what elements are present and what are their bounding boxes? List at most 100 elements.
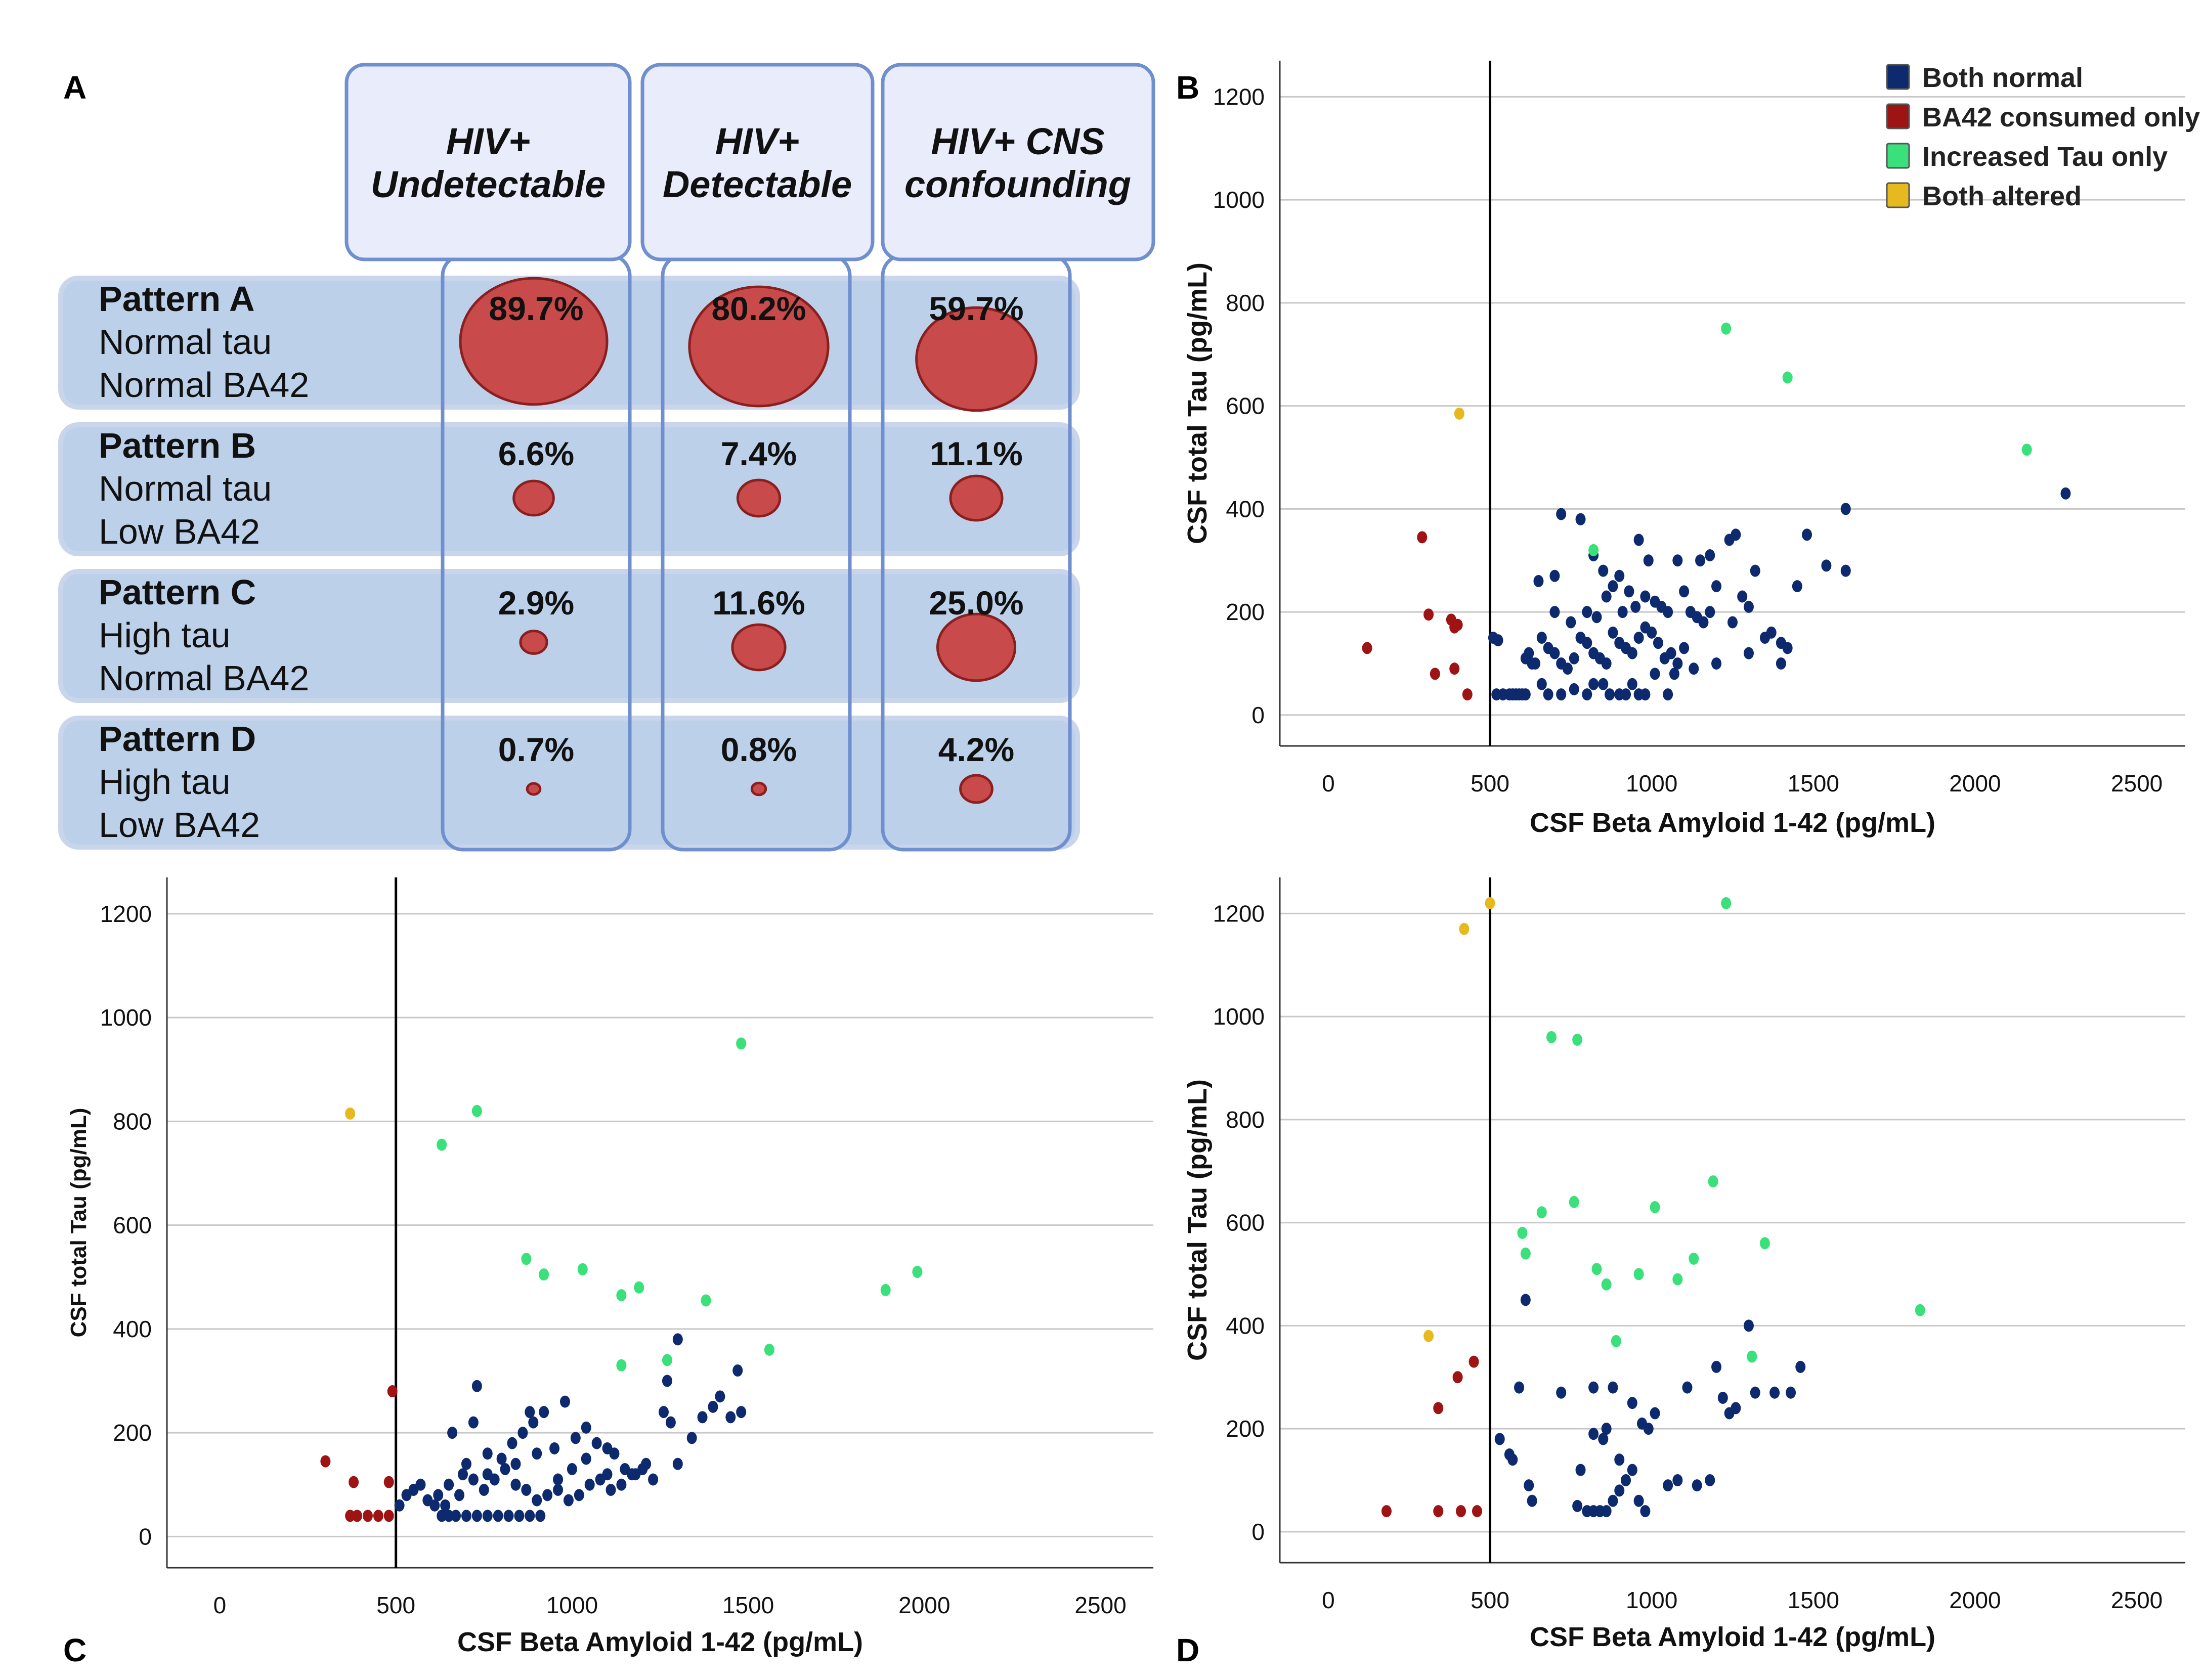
- data-point: [387, 1385, 398, 1398]
- data-point: [1786, 1386, 1796, 1399]
- data-point: [507, 1437, 517, 1449]
- percentage-bubble: [750, 781, 767, 797]
- data-point: [521, 1253, 532, 1265]
- x-tick-label: 0: [213, 1592, 227, 1618]
- data-point: [1630, 600, 1641, 613]
- data-point: [715, 1390, 725, 1403]
- data-point: [437, 1510, 447, 1522]
- data-point: [471, 1380, 482, 1392]
- legend-label: BA42 consumed only: [1922, 102, 2200, 132]
- data-point: [1759, 1237, 1770, 1250]
- data-point: [1717, 1391, 1728, 1404]
- data-point: [500, 1463, 510, 1475]
- percent-label: 11.1%: [930, 435, 1023, 472]
- percentage-bubble: [731, 623, 787, 672]
- data-point: [532, 1494, 542, 1507]
- data-point: [535, 1510, 546, 1522]
- legend-swatch-ba42-consumed: [1886, 103, 1910, 129]
- legend-label: Both normal: [1922, 63, 2083, 93]
- y-tick-label: 0: [1251, 702, 1265, 728]
- data-point: [1485, 897, 1495, 909]
- data-point: [1549, 647, 1560, 659]
- data-point: [1504, 1448, 1515, 1461]
- x-tick-label: 500: [376, 1592, 415, 1618]
- data-point: [1721, 897, 1732, 909]
- percentage-bubble: [512, 479, 555, 517]
- column-header-cns: [881, 63, 1155, 261]
- data-point: [1572, 1499, 1583, 1512]
- data-point: [1601, 590, 1612, 603]
- column-header-line1: HIV+: [446, 120, 531, 162]
- data-point: [1627, 678, 1637, 690]
- data-point: [634, 1281, 644, 1294]
- data-point: [1915, 1304, 1925, 1316]
- data-point: [1608, 626, 1618, 639]
- percent-label: 59.7%: [929, 290, 1023, 327]
- data-point: [1556, 508, 1567, 520]
- data-point: [577, 1263, 588, 1275]
- column-header-undetectable: [344, 63, 632, 261]
- y-tick-label: 1200: [1213, 83, 1265, 110]
- y-tick-label: 800: [1226, 290, 1265, 316]
- data-point: [606, 1484, 616, 1496]
- y-tick-label: 600: [113, 1212, 152, 1239]
- data-point: [1524, 647, 1534, 659]
- data-point: [1640, 1505, 1651, 1518]
- data-point: [662, 1354, 672, 1366]
- data-point: [1520, 1294, 1531, 1306]
- data-point: [736, 1406, 747, 1419]
- data-point: [1452, 1371, 1463, 1384]
- data-point: [1588, 1381, 1599, 1394]
- x-tick-label: 2500: [1074, 1592, 1126, 1618]
- data-point: [1782, 642, 1793, 654]
- data-point: [1520, 1247, 1531, 1260]
- percent-label: 6.6%: [498, 435, 574, 472]
- percentage-bubble: [519, 630, 548, 655]
- data-point: [725, 1411, 736, 1424]
- data-point: [471, 1104, 482, 1117]
- percent-label: 25.0%: [929, 584, 1023, 622]
- data-point: [567, 1463, 577, 1475]
- data-point: [349, 1476, 359, 1488]
- data-point: [616, 1478, 627, 1491]
- data-point: [496, 1452, 507, 1465]
- data-point: [471, 1510, 482, 1522]
- data-point: [1591, 1263, 1602, 1275]
- data-point: [525, 1406, 535, 1419]
- y-tick-label: 1000: [1213, 187, 1265, 213]
- data-point: [574, 1489, 584, 1501]
- y-tick-label: 600: [1226, 393, 1265, 419]
- data-point: [1601, 657, 1612, 670]
- data-point: [1608, 580, 1618, 593]
- data-point: [1598, 1433, 1609, 1445]
- data-point: [1614, 1453, 1625, 1466]
- percentage-bubble: [959, 774, 993, 804]
- x-tick-label: 2500: [2111, 770, 2163, 797]
- data-point: [553, 1473, 564, 1486]
- data-point: [581, 1421, 591, 1434]
- data-point: [362, 1510, 373, 1522]
- data-point: [1650, 668, 1660, 680]
- y-tick-label: 400: [1226, 496, 1265, 522]
- x-tick-label: 0: [1322, 770, 1335, 797]
- data-point: [1530, 657, 1541, 670]
- data-point: [1672, 657, 1683, 670]
- data-point: [437, 1138, 447, 1151]
- y-tick-label: 1000: [1213, 1003, 1265, 1030]
- data-point: [1711, 580, 1722, 593]
- x-tick-label: 2000: [1949, 1587, 2001, 1613]
- scatter-panel-b: 0 200 400 600 800 1000 1200 0 500 1000 1500 2000 250…: [1182, 61, 2185, 838]
- data-point: [1643, 554, 1654, 567]
- data-point: [1663, 688, 1673, 701]
- column-header-line2: Undetectable: [371, 163, 606, 205]
- data-point: [620, 1463, 630, 1475]
- pattern-row-b: [58, 422, 1080, 556]
- y-tick-label: 200: [113, 1420, 152, 1446]
- data-point: [732, 1364, 743, 1377]
- data-point: [1633, 1494, 1644, 1507]
- data-point: [1601, 1423, 1612, 1435]
- data-point: [1575, 513, 1586, 525]
- data-point: [1633, 1268, 1644, 1280]
- y-tick-label: 600: [1226, 1210, 1265, 1236]
- pattern-title: Pattern B: [99, 426, 256, 465]
